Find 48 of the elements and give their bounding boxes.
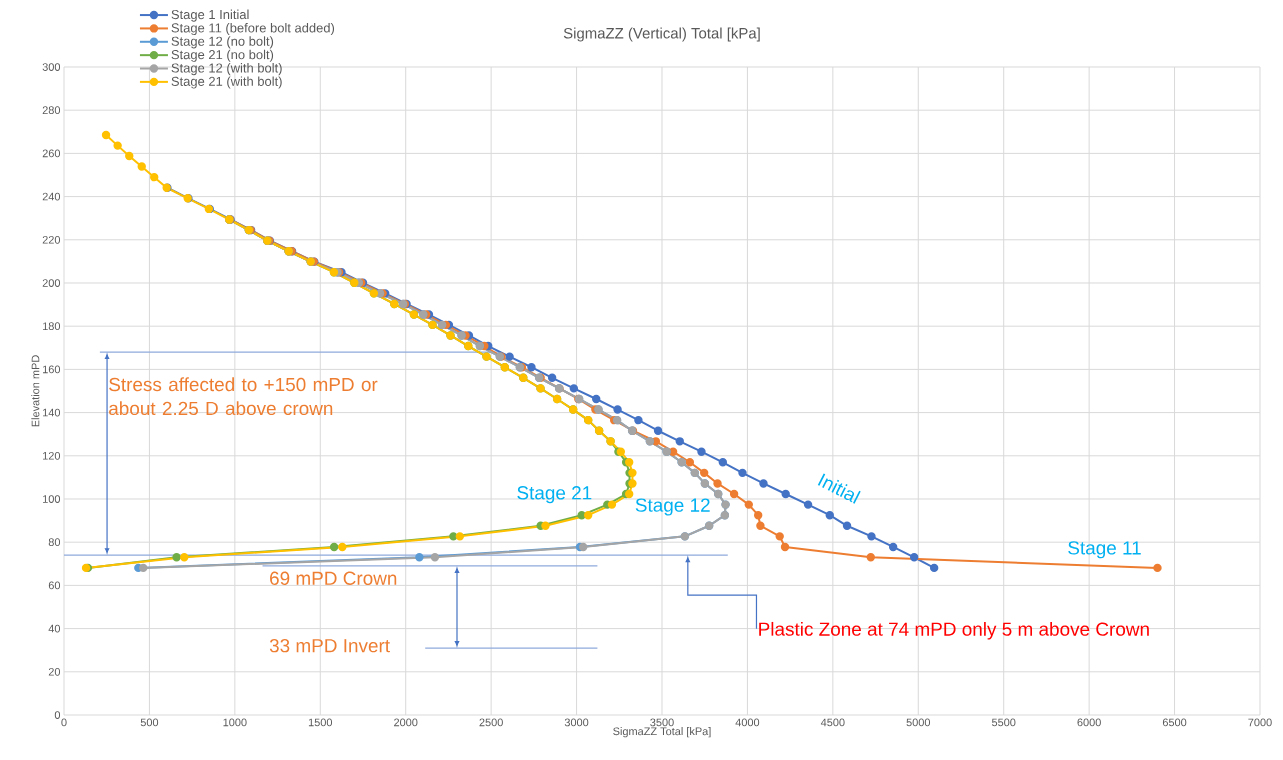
x-tick-label: 6000 [1077,718,1101,727]
x-tick-label: 0 [61,718,67,727]
y-tick-label: 260 [42,149,61,158]
y-tick-label: 20 [48,667,61,676]
x-tick-label: 3000 [564,718,589,727]
y-tick-label: 40 [48,624,61,633]
legend-label: Stage 12 (with bolt) [171,63,282,76]
y-axis-title: Elevation mPD [31,355,40,427]
x-tick-label: 7000 [1248,718,1272,727]
y-tick-label: 120 [43,451,61,460]
annotation: 33 mPD Invert [269,638,390,653]
legend-label: Stage 21 (with bolt) [171,76,282,89]
chart-title: SigmaZZ (Vertical) Total [kPa] [563,27,760,42]
annotation: Stress affected to +150 mPD or about 2.25 D above crown [109,377,378,416]
y-tick-label: 100 [43,495,61,503]
y-tick-label: 180 [43,322,61,331]
y-tick-label: 80 [48,538,61,547]
x-tick-label: 500 [140,718,159,727]
annotation: Stage 11 [1068,541,1141,559]
x-tick-label: 1500 [308,718,333,727]
y-tick-label: 280 [42,106,61,115]
y-tick-label: 300 [42,63,61,71]
x-tick-label: 5000 [906,718,931,727]
annotation: Plastic Zone at 74 mPD only 5 m above Crown [759,621,1149,640]
y-tick-label: 160 [43,365,61,374]
annotation: Initial [817,473,861,504]
y-tick-label: 0 [54,711,61,719]
annotation: Stage 12 [635,498,710,516]
x-tick-label: 4000 [735,718,760,727]
x-tick-label: 1000 [223,718,247,727]
y-tick-label: 60 [48,581,61,590]
y-tick-label: 140 [43,408,61,417]
y-tick-label: 220 [42,235,61,244]
x-axis-title: SigmaZZ Total [kPa] [613,727,711,738]
x-tick-label: 2500 [479,718,503,727]
x-tick-label: 3500 [650,718,674,727]
annotation: 69 mPD Crown [270,571,397,585]
legend-label: Stage 11 (before bolt added) [171,22,335,36]
x-tick-label: 5500 [991,718,1016,727]
legend-label: Stage 21 (no bolt) [171,49,274,62]
legend-label: Stage 1 Initial [171,9,249,22]
annotation: Stage 21 [517,486,592,504]
legend-label: Stage 12 (no bolt) [171,36,274,49]
x-tick-label: 4500 [820,718,845,727]
y-tick-label: 200 [42,279,61,287]
x-tick-label: 2000 [394,718,418,727]
y-tick-label: 240 [42,192,61,201]
x-tick-label: 6500 [1162,718,1187,727]
